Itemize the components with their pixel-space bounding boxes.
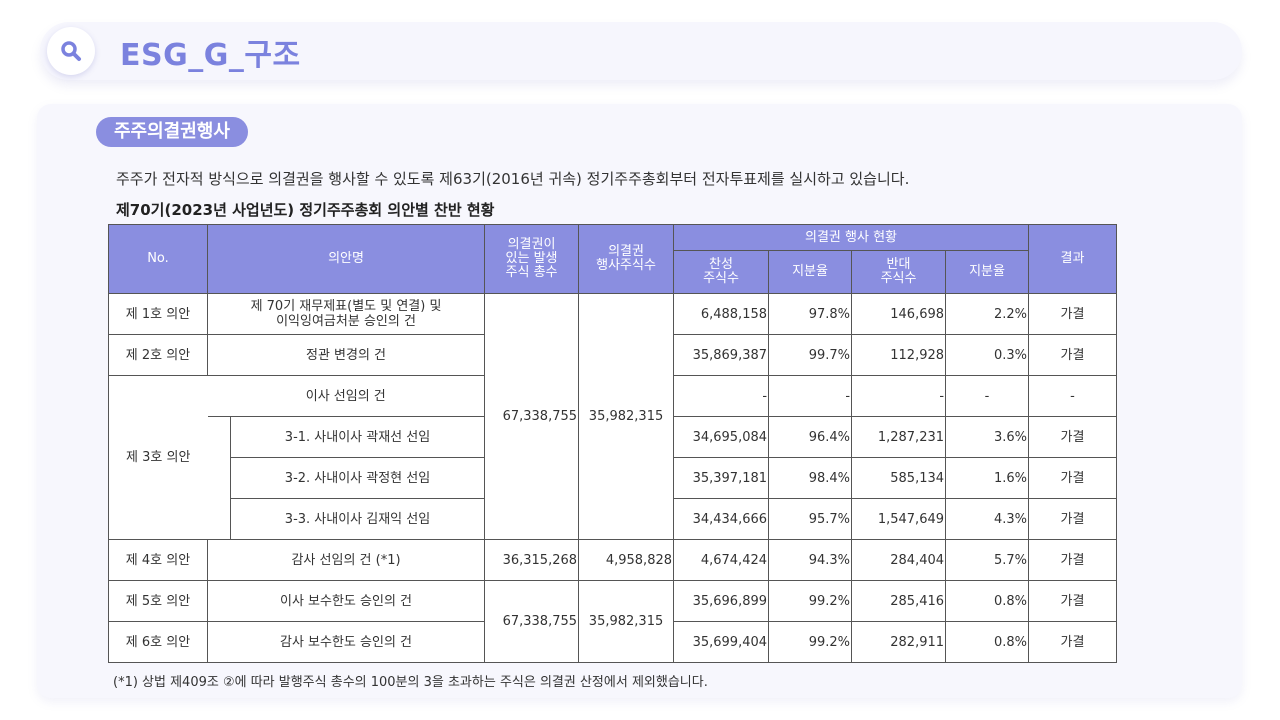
for-shares: 34,434,666: [673, 498, 770, 540]
header-result: 결과: [1028, 224, 1118, 294]
against-ratio: 5.7%: [945, 539, 1030, 581]
exercised-shares: 35,982,315: [578, 293, 675, 540]
table-row: 제 4호 의안 감사 선임의 건 (*1) 36,315,268 4,958,8…: [108, 539, 1118, 581]
for-shares: 34,695,084: [673, 416, 770, 458]
exercised-shares: 4,958,828: [578, 539, 675, 581]
exercised-shares: 35,982,315: [578, 580, 675, 663]
agenda-no: 제 3호 의안: [108, 375, 208, 540]
result: 가결: [1028, 416, 1118, 458]
against-shares: 585,134: [851, 457, 947, 499]
table-row: 제 1호 의안 제 70기 재무제표(별도 및 연결) 및 이익잉여금처분 승인…: [108, 293, 1118, 540]
table-row: 제 3호 의안 이사 선임의 건 - - - - -: [108, 375, 1118, 540]
against-ratio: 3.6%: [945, 416, 1030, 458]
result: 가결: [1028, 334, 1118, 376]
against-shares: 1,287,231: [851, 416, 947, 458]
header-exercised-shares: 의결권 행사주식수: [578, 224, 675, 294]
against-ratio: -: [945, 375, 1030, 417]
table-row: 제 2호 의안 정관 변경의 건 35,869,387 99.7% 112,92…: [108, 334, 1118, 376]
footnote: (*1) 상법 제409조 ②에 따라 발행주식 총수의 100분의 3을 초과…: [113, 675, 708, 690]
agenda-name: 정관 변경의 건: [206, 334, 486, 376]
result: 가결: [1028, 498, 1118, 540]
agenda-no: 제 5호 의안: [108, 580, 208, 622]
against-shares: -: [851, 375, 947, 417]
header-bar: [40, 22, 1242, 80]
for-shares: 35,696,899: [673, 580, 770, 622]
issued-shares: 67,338,755: [484, 580, 580, 663]
against-shares: 285,416: [851, 580, 947, 622]
header-against-ratio: 지분율: [945, 250, 1030, 294]
description: 주주가 전자적 방식으로 의결권을 행사할 수 있도록 제63기(2016년 귀…: [116, 170, 910, 188]
agenda-no: 제 4호 의안: [108, 539, 208, 581]
against-ratio: 1.6%: [945, 457, 1030, 499]
page-title: ESG_G_구조: [120, 38, 301, 73]
against-ratio: 0.8%: [945, 621, 1030, 663]
header-against-shares: 반대 주식수: [851, 250, 947, 294]
for-shares: 4,674,424: [673, 539, 770, 581]
section-label: 주주의결권행사: [96, 117, 248, 147]
against-shares: 284,404: [851, 539, 947, 581]
agenda-no: 제 1호 의안: [108, 293, 208, 335]
table-row: 3-2. 사내이사 곽정현 선임 35,397,181 98.4% 585,13…: [109, 457, 1118, 499]
result: 가결: [1028, 580, 1118, 622]
for-ratio: 97.8%: [768, 293, 853, 335]
search-icon: [61, 41, 81, 61]
result: 가결: [1028, 539, 1118, 581]
table-title: 제70기(2023년 사업년도) 정기주주총회 의안별 찬반 현황: [116, 201, 495, 219]
vote-table: No. 의안명 의결권이 있는 발생 주식 총수 의결권 행사주식수 의결권 행…: [108, 224, 1118, 663]
for-shares: 35,869,387: [673, 334, 770, 376]
against-shares: 282,911: [851, 621, 947, 663]
result: 가결: [1028, 457, 1118, 499]
header-no: No.: [108, 224, 208, 294]
table-row: 3-3. 사내이사 김재익 선임 34,434,666 95.7% 1,547,…: [109, 498, 1118, 540]
for-shares: 35,397,181: [673, 457, 770, 499]
header-for-shares: 찬성 주식수: [673, 250, 770, 294]
for-ratio: 99.2%: [768, 621, 853, 663]
against-ratio: 4.3%: [945, 498, 1030, 540]
agenda-name: 감사 선임의 건 (*1): [206, 539, 486, 581]
search-button[interactable]: [47, 27, 95, 75]
agenda-no: 제 2호 의안: [108, 334, 208, 376]
table-row: 제 6호 의안 감사 보수한도 승인의 건 35,699,404 99.2% 2…: [108, 621, 1118, 663]
against-ratio: 0.3%: [945, 334, 1030, 376]
agenda-name: 3-2. 사내이사 곽정현 선임: [229, 457, 486, 499]
for-ratio: 94.3%: [768, 539, 853, 581]
agenda-name: 감사 보수한도 승인의 건: [206, 621, 486, 663]
agenda-name: 3-1. 사내이사 곽재선 선임: [229, 416, 486, 458]
result: -: [1028, 375, 1118, 417]
for-ratio: 95.7%: [768, 498, 853, 540]
for-ratio: -: [768, 375, 853, 417]
against-shares: 146,698: [851, 293, 947, 335]
header-for-ratio: 지분율: [768, 250, 853, 294]
for-ratio: 99.7%: [768, 334, 853, 376]
spacer-cell: [207, 416, 231, 540]
issued-shares: 36,315,268: [484, 539, 580, 581]
result: 가결: [1028, 621, 1118, 663]
header-vote-status: 의결권 행사 현황: [673, 224, 1030, 251]
agenda-name: 제 70기 재무제표(별도 및 연결) 및 이익잉여금처분 승인의 건: [206, 293, 486, 335]
for-ratio: 98.4%: [768, 457, 853, 499]
against-shares: 1,547,649: [851, 498, 947, 540]
issued-shares: 67,338,755: [484, 293, 580, 540]
for-shares: 6,488,158: [673, 293, 770, 335]
header-agenda: 의안명: [206, 224, 486, 294]
against-ratio: 0.8%: [945, 580, 1030, 622]
agenda-name: 3-3. 사내이사 김재익 선임: [229, 498, 486, 540]
table-row: 3-1. 사내이사 곽재선 선임 34,695,084 96.4% 1,287,…: [109, 416, 1118, 540]
agenda-name: 이사 보수한도 승인의 건: [206, 580, 486, 622]
for-shares: -: [673, 375, 770, 417]
result: 가결: [1028, 293, 1118, 335]
agenda-no: 제 6호 의안: [108, 621, 208, 663]
for-shares: 35,699,404: [673, 621, 770, 663]
against-shares: 112,928: [851, 334, 947, 376]
table-row: 제 5호 의안 이사 보수한도 승인의 건 67,338,755 35,982,…: [108, 580, 1118, 663]
for-ratio: 99.2%: [768, 580, 853, 622]
agenda-name: 이사 선임의 건: [207, 375, 486, 417]
for-ratio: 96.4%: [768, 416, 853, 458]
against-ratio: 2.2%: [945, 293, 1030, 335]
header-issued-shares: 의결권이 있는 발생 주식 총수: [484, 224, 580, 294]
